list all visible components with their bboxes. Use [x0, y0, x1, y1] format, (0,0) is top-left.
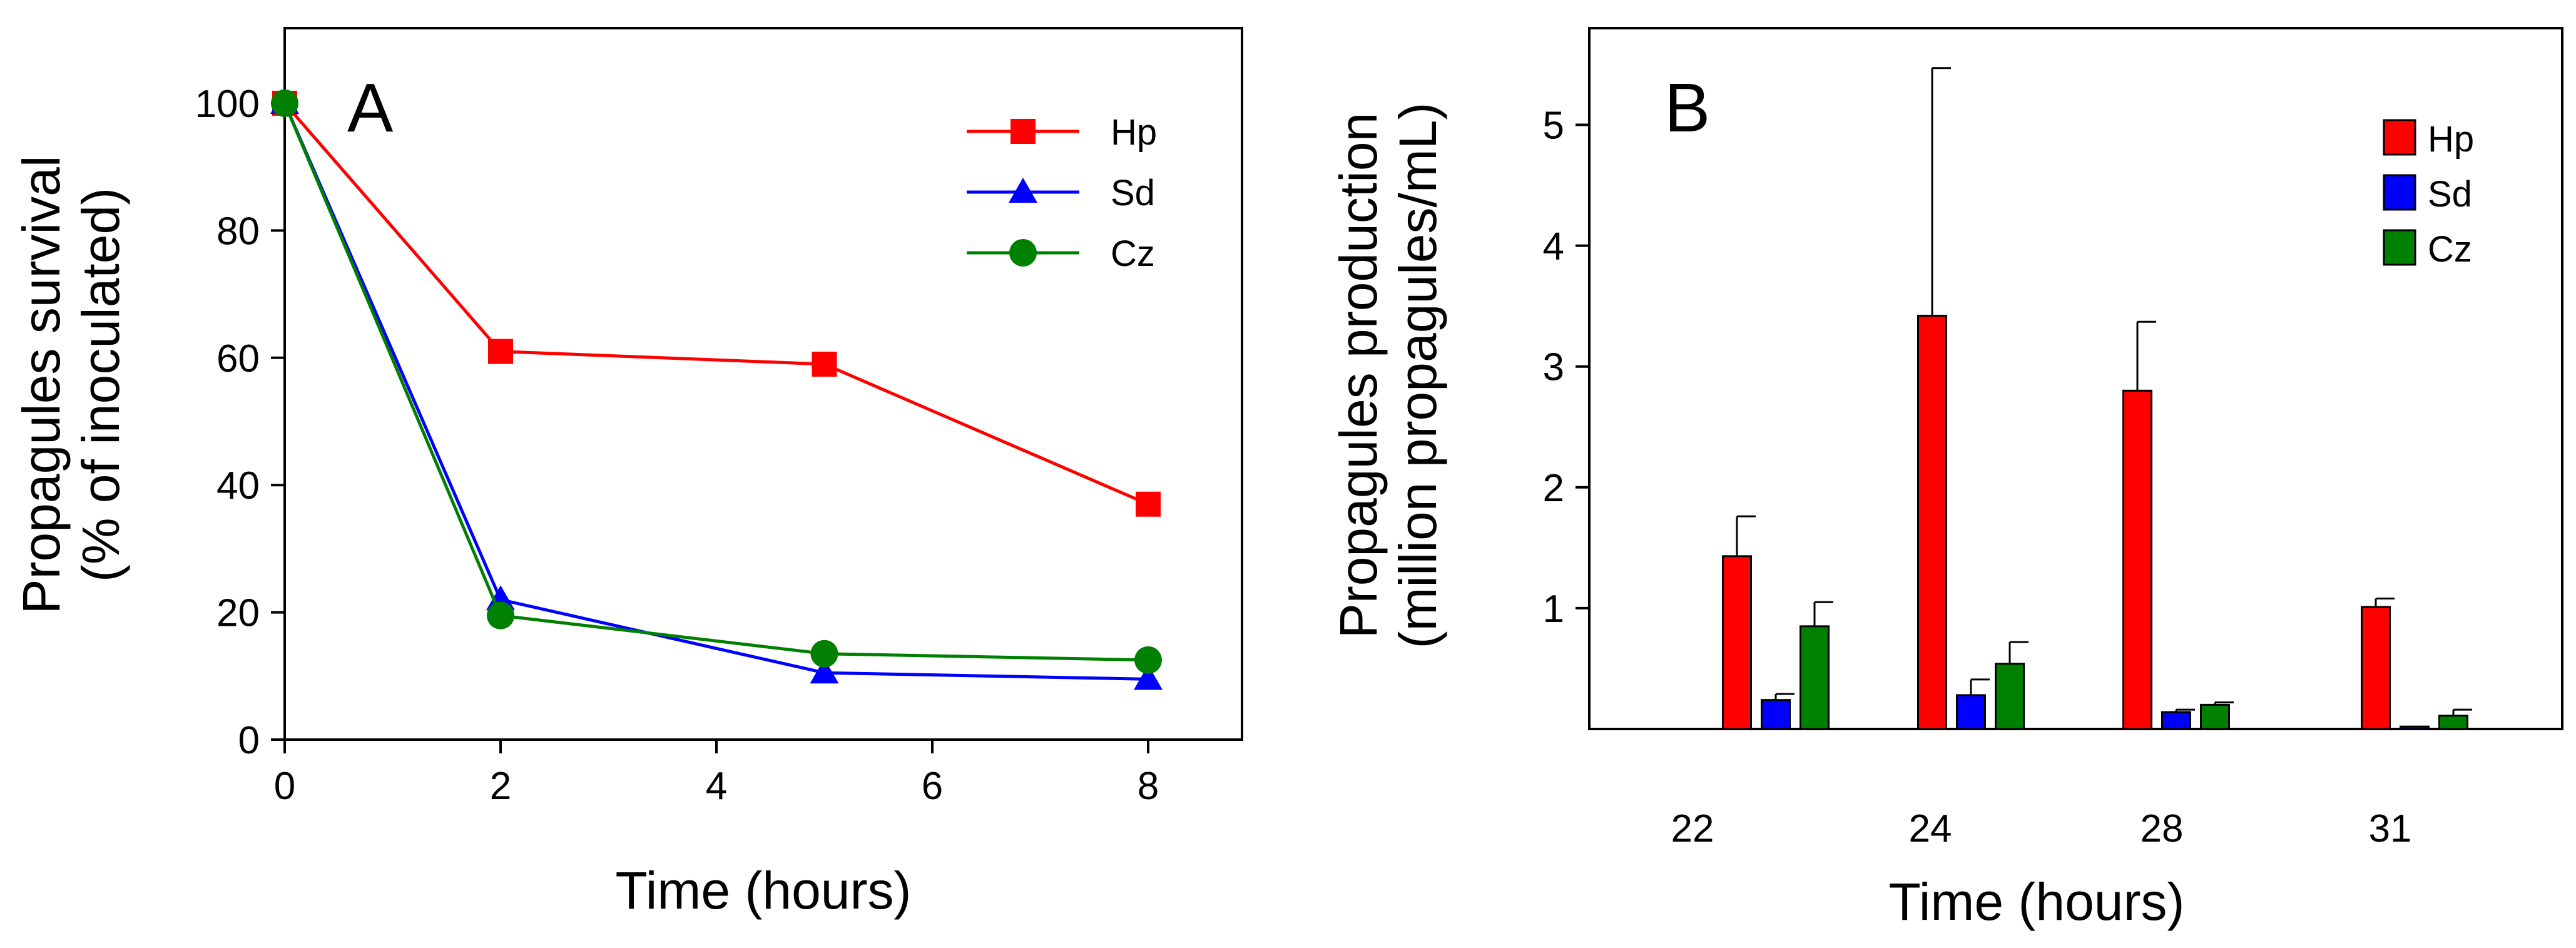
panel-b-bar-chart: 1 2 3 4 5 22 24 28 31 Time (hours) Propagules prod… — [1329, 27, 2563, 931]
y-tick-label: 2 — [1543, 467, 1564, 510]
series-line-sd — [283, 103, 1149, 681]
y-tick-label: 100 — [195, 83, 260, 126]
legend-marker-cz — [1009, 239, 1037, 267]
bar-cz — [1800, 625, 1830, 730]
series-line-cz — [283, 103, 1149, 662]
data-point-hp — [1136, 491, 1161, 517]
bar-sd — [2400, 725, 2430, 730]
legend-label-cz: Cz — [1111, 233, 1155, 274]
x-category-label: 31 — [2369, 807, 2412, 850]
x-category-label: 24 — [1909, 807, 1952, 850]
series-line-hp — [283, 102, 1149, 506]
y-tick-label: 4 — [1543, 225, 1564, 268]
legend: Hp Sd Cz — [967, 112, 1157, 274]
legend-label-hp: Hp — [1111, 112, 1157, 153]
data-point-cz — [271, 89, 298, 117]
y-axis-title: Propagules production(million propagules… — [1329, 102, 1447, 648]
data-point-cz — [487, 601, 514, 629]
y-axis-title: Propagules survival(% of inoculated) — [12, 155, 130, 614]
legend: Hp Sd Cz — [2383, 119, 2474, 270]
bar-sd — [2161, 711, 2191, 730]
bar-sd — [1761, 699, 1791, 730]
x-tick-label: 6 — [922, 765, 943, 808]
y-tick-label: 20 — [216, 592, 260, 635]
y-axis-title-line-1: Propagules survival — [12, 155, 71, 614]
legend-marker-hp — [1011, 119, 1036, 144]
x-tick-label: 0 — [274, 765, 295, 808]
data-point-hp — [812, 351, 837, 377]
x-axis-title: Time (hours) — [1889, 872, 2185, 931]
y-tick-label: 0 — [238, 719, 260, 762]
data-point-sd — [810, 658, 839, 684]
legend-swatch-sd — [2383, 174, 2416, 211]
x-category-label: 22 — [1671, 807, 1714, 850]
x-axis-title: Time (hours) — [616, 861, 912, 920]
legend-label-cz: Cz — [2428, 229, 2472, 270]
x-category-label: 28 — [2141, 807, 2184, 850]
y-tick-label: 80 — [216, 210, 260, 253]
legend-swatch-cz — [2383, 229, 2416, 266]
bar-hp — [1722, 555, 1752, 730]
bar-cz — [1995, 663, 2025, 730]
bar-cz — [2438, 715, 2468, 730]
data-point-cz — [1134, 646, 1162, 674]
y-tick-label: 3 — [1543, 346, 1564, 389]
bar-cz — [2200, 703, 2230, 730]
plot-frame — [1588, 27, 2563, 730]
legend-label-sd: Sd — [2428, 174, 2472, 215]
y-tick-label: 40 — [216, 464, 260, 507]
data-point-hp — [488, 339, 513, 364]
y-axis-title-line-2: (% of inoculated) — [71, 188, 130, 582]
data-point-sd — [1134, 665, 1163, 690]
bar-hp — [1917, 315, 1947, 730]
panel-label: A — [347, 69, 394, 146]
x-tick-label: 2 — [490, 765, 511, 808]
y-axis-title-line-2: (million propagules/mL) — [1388, 102, 1447, 648]
y-tick-label: 5 — [1543, 104, 1564, 147]
bar-sd — [1956, 694, 1986, 730]
bar-hp — [2361, 606, 2391, 730]
legend-marker-sd — [1009, 178, 1037, 203]
x-tick-label: 8 — [1138, 765, 1159, 808]
panel-label: B — [1664, 69, 1710, 146]
plot-frame — [283, 27, 1243, 741]
y-axis-title-line-1: Propagules production — [1329, 113, 1388, 639]
legend-label-hp: Hp — [2428, 119, 2474, 160]
legend-swatch-hp — [2383, 119, 2416, 156]
y-tick-label: 60 — [216, 337, 260, 380]
y-tick-label: 1 — [1543, 588, 1564, 631]
bar-hp — [2122, 389, 2152, 730]
x-tick-label: 4 — [706, 765, 727, 808]
legend-label-sd: Sd — [1111, 173, 1155, 213]
data-point-cz — [810, 640, 838, 668]
